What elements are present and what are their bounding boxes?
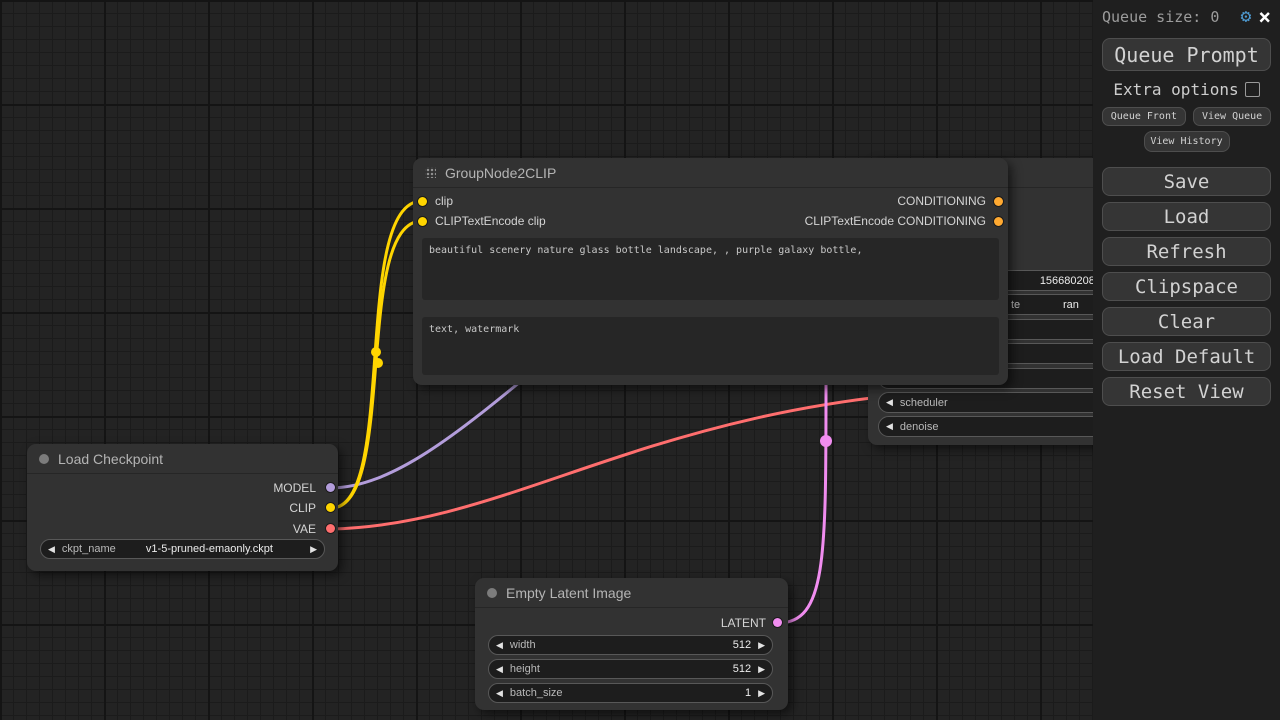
node-title-text: Load Checkpoint [58,450,164,467]
batch-size-widget[interactable]: ◀ batch_size 1 ▶ [488,683,773,703]
cliptextencode-clip-input-dot[interactable] [418,217,427,226]
conditioning-output-dot[interactable] [994,197,1003,206]
view-queue-button[interactable]: View Queue [1193,107,1272,126]
refresh-button[interactable]: Refresh [1102,237,1271,266]
clip-link-dot-2[interactable] [373,358,383,368]
load-button[interactable]: Load [1102,202,1271,231]
node-title-text: Empty Latent Image [506,584,632,601]
height-label: height [509,663,540,675]
next-arrow-icon[interactable]: ▶ [758,663,765,674]
control-label-fragment: te [1011,298,1021,311]
denoise-widget[interactable]: ◀ denoise [878,416,1150,437]
queue-front-button[interactable]: Queue Front [1101,107,1186,126]
queue-size-text: Queue size: 0 [1102,8,1220,26]
slot-row: clip CONDITIONING [413,193,1008,209]
control-value-fragment: ran [1063,298,1079,311]
extra-options-label: Extra options [1113,80,1239,99]
negative-prompt-textarea[interactable]: text, watermark [422,317,999,375]
clipspace-button[interactable]: Clipspace [1102,272,1271,301]
scheduler-widget[interactable]: ◀ scheduler [878,392,1150,413]
clip-output-label: CLIP [289,501,316,515]
reset-view-button[interactable]: Reset View [1102,377,1271,406]
node-empty-latent-image[interactable]: Empty Latent Image LATENT ◀ width 512 ▶ … [475,578,788,710]
clip-output-dot[interactable] [326,503,335,512]
prev-arrow-icon[interactable]: ◀ [48,543,55,554]
queue-size-value: 0 [1210,8,1220,26]
clip-input-dot[interactable] [418,197,427,206]
cliptextencode-conditioning-output-dot[interactable] [994,217,1003,226]
batch-size-label: batch_size [509,687,563,699]
extra-options-checkbox[interactable] [1244,82,1260,97]
settings-gear-icon[interactable]: ⚙ [1240,6,1252,27]
prev-arrow-icon[interactable]: ◀ [496,639,503,650]
latent-link-dot[interactable] [820,435,832,447]
height-widget[interactable]: ◀ height 512 ▶ [488,659,773,679]
ckpt-name-value: v1-5-pruned-emaonly.ckpt [145,543,273,555]
queue-prompt-button[interactable]: Queue Prompt [1102,38,1271,71]
save-button[interactable]: Save [1102,167,1271,196]
clip-input-label: clip [435,194,454,208]
collapse-dot-icon[interactable] [39,453,49,464]
width-label: width [509,639,536,651]
slot-row: CLIP [27,500,338,516]
width-widget[interactable]: ◀ width 512 ▶ [488,635,773,655]
ckpt-name-label: ckpt_name [61,543,116,555]
node-title-text: GroupNode2CLIP [445,164,557,181]
model-output-label: MODEL [273,481,316,495]
latent-output-label: LATENT [720,616,766,630]
conditioning-output-label: CONDITIONING [897,194,986,208]
prev-arrow-icon[interactable]: ◀ [496,687,503,698]
height-value: 512 [732,663,752,675]
node-groupnode2clip[interactable]: GroupNode2CLIP clip CONDITIONING CLIPTex… [413,158,1008,385]
comfy-menu: Queue size: 0 ⚙ × Queue Prompt Extra opt… [1093,0,1280,720]
vae-output-dot[interactable] [326,524,335,533]
next-arrow-icon[interactable]: ▶ [310,543,317,554]
empty-latent-title-bar[interactable]: Empty Latent Image [475,578,788,608]
batch-size-value: 1 [744,687,752,699]
node-load-checkpoint[interactable]: Load Checkpoint MODEL CLIP VAE ◀ ckpt_na… [27,444,338,571]
close-menu-icon[interactable]: × [1258,4,1271,29]
vae-output-label: VAE [292,522,316,536]
drag-handle-icon[interactable] [425,167,436,178]
slot-row: VAE [27,521,338,537]
collapse-dot-icon[interactable] [487,587,497,598]
ckpt-name-widget[interactable]: ◀ ckpt_name v1-5-pruned-emaonly.ckpt ▶ [40,539,325,559]
ksampler-title-bar[interactable] [868,158,1160,188]
slot-row: LATENT [475,615,788,631]
queue-view-row: Queue Front View Queue [1093,107,1280,126]
positive-prompt-textarea[interactable]: beautiful scenery nature glass bottle la… [422,238,999,300]
width-value: 512 [732,639,752,651]
cliptextencode-clip-input-label: CLIPTextEncode clip [435,214,546,228]
next-arrow-icon[interactable]: ▶ [758,687,765,698]
groupnode-title-bar[interactable]: GroupNode2CLIP [413,158,1008,188]
seed-value: 1566802087 [1039,274,1101,287]
slot-row: MODEL [27,480,338,496]
clear-button[interactable]: Clear [1102,307,1271,336]
scheduler-label: scheduler [899,396,948,409]
load-default-button[interactable]: Load Default [1102,342,1271,371]
menu-header: Queue size: 0 ⚙ × [1093,0,1280,34]
next-arrow-icon[interactable]: ▶ [758,639,765,650]
prev-arrow-icon[interactable]: ◀ [496,663,503,674]
view-history-button[interactable]: View History [1143,131,1230,152]
denoise-label: denoise [899,420,939,433]
model-output-dot[interactable] [326,483,335,492]
slot-row: CLIPTextEncode clip CLIPTextEncode CONDI… [413,213,1008,229]
latent-output-dot[interactable] [773,618,782,627]
clip-link-dot-1[interactable] [371,347,381,357]
extra-options-row: Extra options [1093,80,1280,99]
load-checkpoint-title-bar[interactable]: Load Checkpoint [27,444,338,474]
prev-arrow-icon[interactable]: ◀ [886,397,893,407]
prev-arrow-icon[interactable]: ◀ [886,421,893,431]
menu-actions: Save Load Refresh Clipspace Clear Load D… [1093,167,1280,406]
cliptextencode-conditioning-output-label: CLIPTextEncode CONDITIONING [804,214,986,228]
